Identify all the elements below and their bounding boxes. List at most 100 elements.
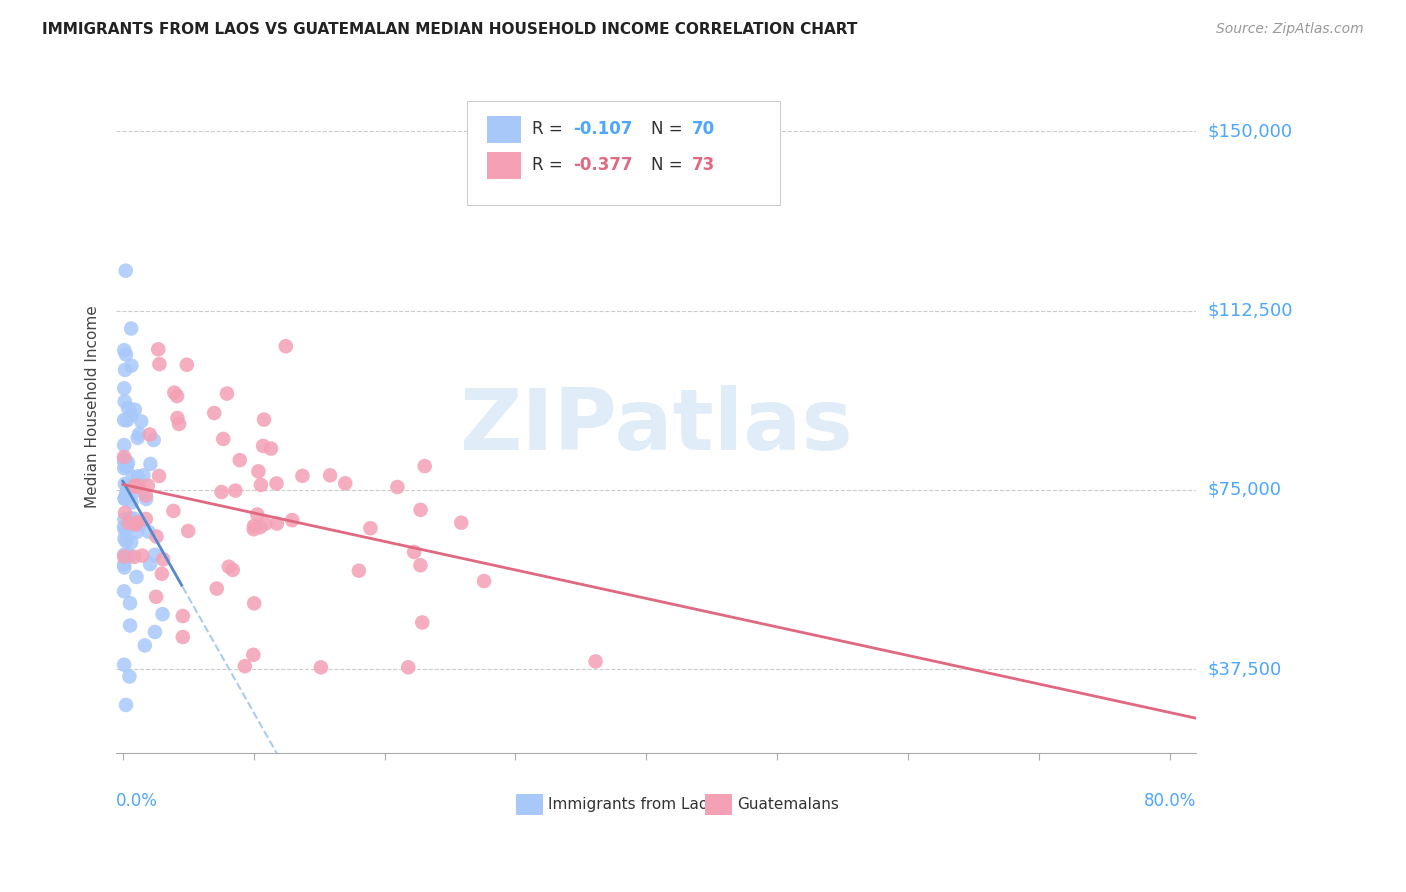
Point [115,454,138,468]
Point [112,549,135,564]
Text: 73: 73 [692,156,716,174]
Point [120,321,142,335]
Point [127,469,149,483]
Text: R =: R = [531,156,568,174]
FancyBboxPatch shape [704,795,731,815]
Point [143,625,166,640]
Point [409,558,432,573]
Point [118,519,141,533]
Point [396,660,419,674]
Point [120,359,142,373]
Point [411,615,433,630]
Point [128,427,150,442]
Point [139,557,162,571]
Point [150,566,173,581]
Point [135,491,157,506]
Text: R =: R = [531,120,568,138]
Point [118,549,141,563]
Point [112,548,135,562]
Point [120,618,142,632]
Point [148,469,170,483]
Point [112,513,135,527]
Point [274,339,297,353]
Point [114,523,136,537]
Point [128,479,150,493]
Point [135,512,157,526]
Point [122,485,145,500]
FancyBboxPatch shape [516,795,543,815]
Point [148,357,170,371]
Point [143,548,166,562]
Point [114,263,136,277]
Text: 0.0%: 0.0% [117,791,157,810]
Point [112,558,135,572]
Point [118,511,141,525]
Point [229,453,252,467]
Text: 80.0%: 80.0% [1143,791,1197,810]
Point [115,489,138,503]
Point [112,520,135,534]
Point [266,476,288,491]
Point [404,545,426,559]
Point [117,401,139,416]
Point [135,488,157,502]
Text: ZIPatlas: ZIPatlas [460,385,853,468]
Point [117,516,139,530]
Point [112,343,135,358]
Point [124,478,146,492]
Point [224,483,246,498]
Point [472,574,495,588]
Point [266,516,288,531]
Point [118,669,141,683]
Point [124,402,146,417]
Point [114,476,136,491]
Text: -0.377: -0.377 [574,156,633,174]
Point [115,698,138,712]
Text: N =: N = [651,156,688,174]
Point [152,607,174,621]
FancyBboxPatch shape [486,153,522,178]
Point [127,431,149,445]
Point [112,584,135,599]
Point [124,549,146,564]
Text: 70: 70 [692,120,714,138]
Point [115,534,138,549]
Text: Guatemalans: Guatemalans [737,797,839,813]
Point [359,521,381,535]
Point [118,596,141,610]
Y-axis label: Median Household Income: Median Household Income [86,305,100,508]
Point [291,468,314,483]
Point [202,406,225,420]
Point [114,394,136,409]
Text: $37,500: $37,500 [1208,660,1281,678]
Point [139,457,162,471]
Point [114,532,136,546]
Point [247,464,270,478]
Point [252,439,274,453]
Point [115,489,138,503]
Point [177,524,200,538]
Point [243,519,266,533]
Point [139,427,162,442]
Point [309,660,332,674]
Point [125,570,148,584]
Point [413,459,436,474]
Point [114,491,136,506]
Point [254,516,277,531]
Point [242,648,264,662]
Point [115,347,138,361]
Point [335,476,357,491]
Point [117,456,139,470]
Point [152,552,174,566]
Point [172,630,194,644]
Point [249,520,271,534]
Point [163,385,186,400]
Point [120,535,142,549]
Point [112,452,135,467]
Point [121,495,143,509]
Point [128,517,150,532]
Point [114,459,136,474]
Point [112,450,135,464]
Point [115,413,138,427]
Point [114,491,136,506]
